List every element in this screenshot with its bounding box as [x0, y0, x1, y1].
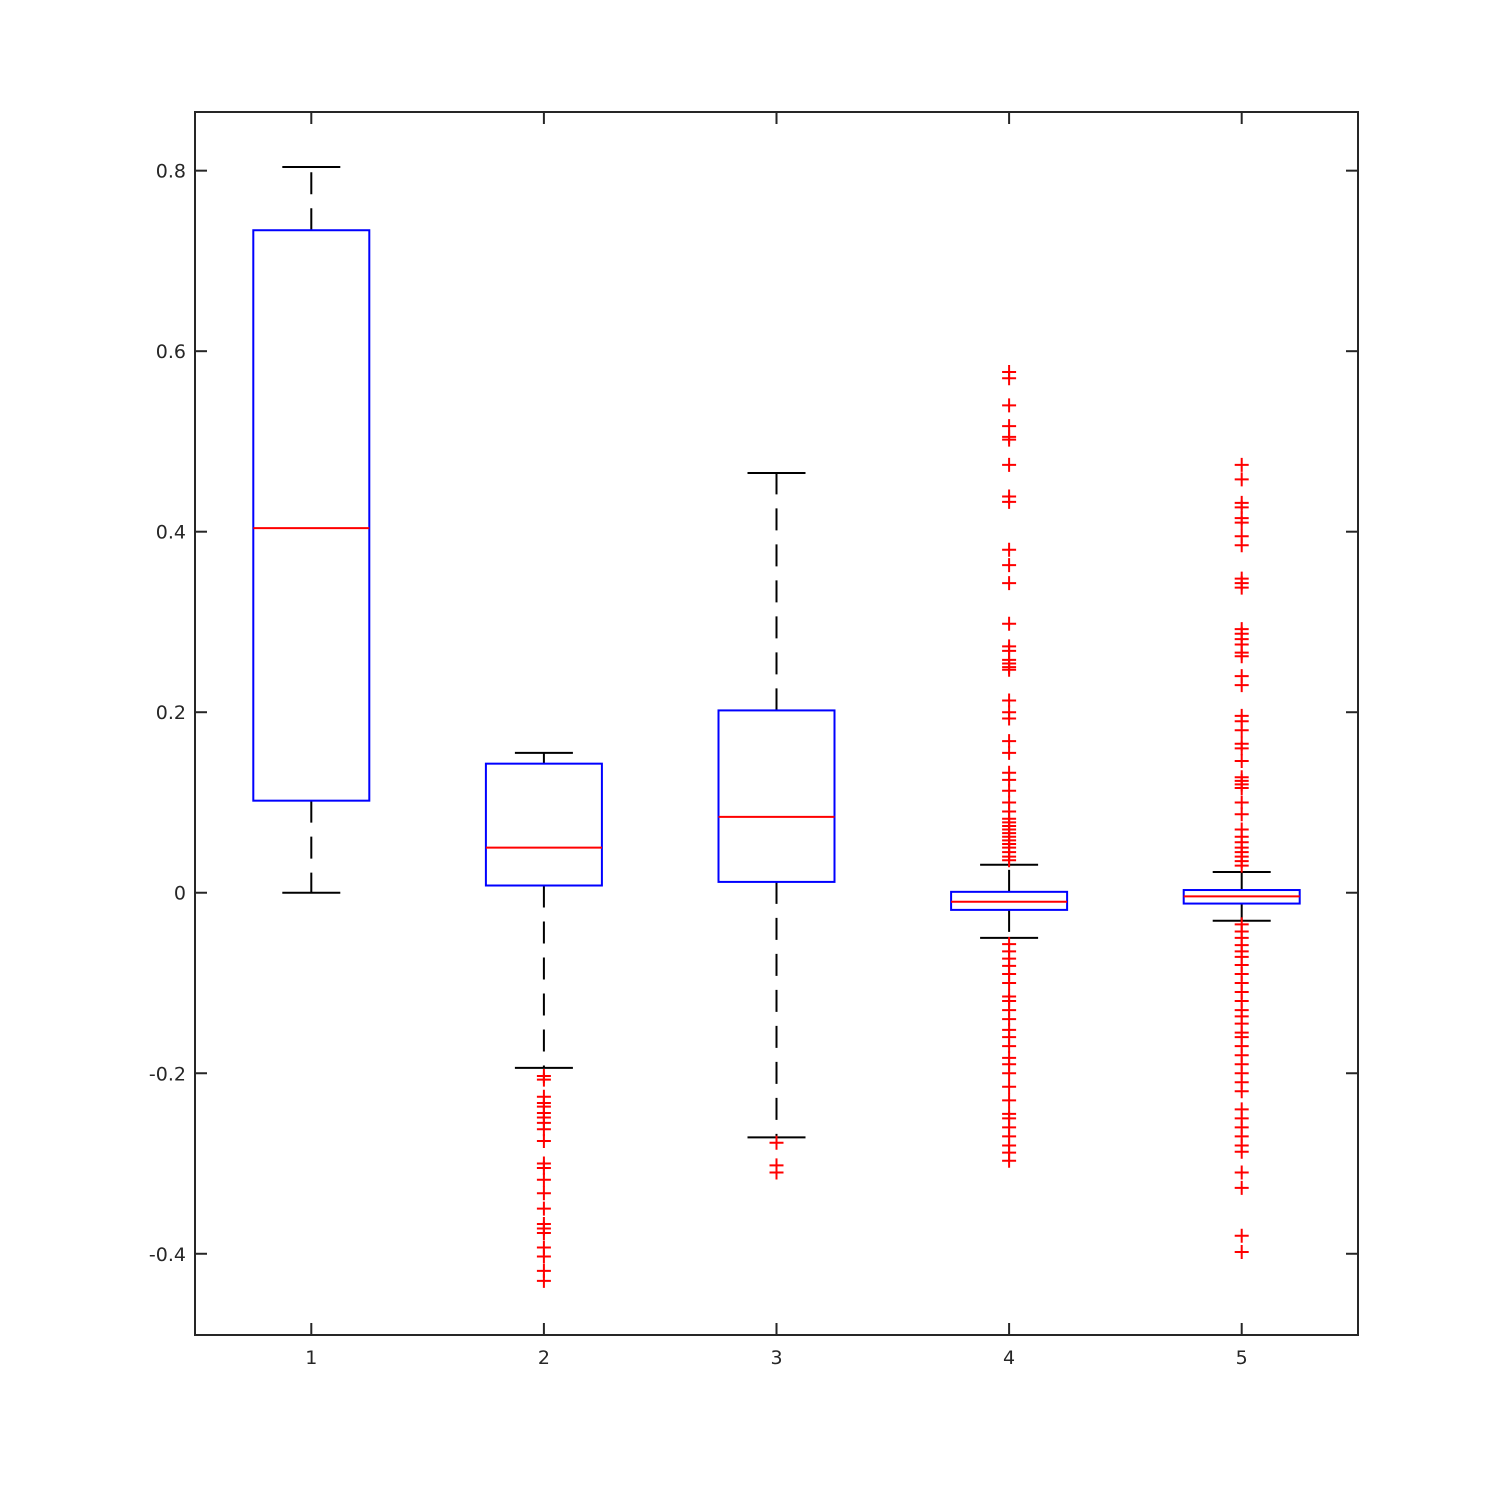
outlier-point [1234, 741, 1249, 756]
outlier-point [1002, 1066, 1017, 1081]
outlier-point [536, 1226, 551, 1241]
outlier-point [1002, 457, 1017, 472]
outlier-point [1234, 1144, 1249, 1159]
outlier-point [536, 1249, 551, 1264]
outlier-point [536, 1161, 551, 1176]
y-tick-label: 0.2 [156, 702, 186, 724]
outlier-point [1002, 662, 1017, 677]
outlier-point [1002, 783, 1017, 798]
outlier-point [1234, 538, 1249, 553]
chart-marks [252, 166, 1301, 1288]
y-tick-label: -0.4 [149, 1244, 186, 1266]
x-tick-label: 4 [1003, 1347, 1015, 1369]
outlier-point [536, 1072, 551, 1087]
outlier-point [769, 1135, 784, 1150]
outlier-point [1002, 1153, 1017, 1168]
outlier-point [1002, 576, 1017, 591]
outlier-point [1002, 1039, 1017, 1054]
outlier-point [1002, 1093, 1017, 1108]
outlier-point [536, 1186, 551, 1201]
outlier-point [536, 1201, 551, 1216]
outlier-point [1234, 858, 1249, 873]
outlier-point [769, 1165, 784, 1180]
outlier-point [1234, 1244, 1249, 1259]
axes: 0.8 0.6 0.4 0.2 0 -0.2 -0.4 1 2 3 4 5 [149, 111, 1359, 1369]
outlier-point [1002, 734, 1017, 749]
outlier-point [1002, 975, 1017, 990]
x-tick-label: 2 [538, 1347, 550, 1369]
outlier-point [1002, 745, 1017, 760]
iqr-box [484, 762, 603, 887]
outlier-point [1234, 457, 1249, 472]
y-tick-label: 0.6 [156, 341, 186, 363]
outlier-point [1002, 371, 1017, 386]
outlier-point [1234, 753, 1249, 768]
iqr-box [717, 709, 836, 883]
outlier-point [1234, 1180, 1249, 1195]
y-tick-label: -0.2 [149, 1063, 186, 1085]
outlier-point [1002, 616, 1017, 631]
box-group-1 [252, 166, 371, 894]
outlier-point [1234, 795, 1249, 810]
iqr-box [252, 229, 371, 802]
x-tick-label: 5 [1236, 1347, 1248, 1369]
x-tick-label: 3 [770, 1347, 782, 1369]
outlier-point [1234, 472, 1249, 487]
outlier-point [1234, 580, 1249, 595]
y-tick-label: 0 [174, 883, 186, 905]
outlier-point [1234, 515, 1249, 530]
box-group-2 [484, 751, 603, 1288]
outlier-point [1234, 807, 1249, 822]
outlier-point [1234, 1084, 1249, 1099]
outlier-point [1002, 693, 1017, 708]
outlier-point [1002, 1079, 1017, 1094]
outlier-point [1002, 494, 1017, 509]
y-tick-label: 0.8 [156, 161, 186, 183]
x-tick-label: 1 [305, 1347, 317, 1369]
outlier-point [1234, 1228, 1249, 1243]
outlier-point [536, 1133, 551, 1148]
outlier-point [536, 1172, 551, 1187]
outlier-point [536, 1273, 551, 1288]
outlier-point [1234, 678, 1249, 693]
y-tick-label: 0.4 [156, 522, 186, 544]
outlier-point [1002, 398, 1017, 413]
outlier-point [536, 1122, 551, 1137]
outlier-point [1002, 432, 1017, 447]
outlier-point [1002, 853, 1017, 868]
box-group-3 [717, 472, 836, 1180]
outlier-point [1002, 542, 1017, 557]
outlier-point [1234, 781, 1249, 796]
outlier-point [1234, 723, 1249, 738]
outlier-point [1002, 711, 1017, 726]
box-group-5 [1182, 457, 1301, 1259]
outlier-point [1002, 558, 1017, 573]
outlier-point [1234, 649, 1249, 664]
plot-area [195, 112, 1358, 1335]
box-group-4 [950, 364, 1069, 1168]
outlier-point [1234, 1165, 1249, 1180]
